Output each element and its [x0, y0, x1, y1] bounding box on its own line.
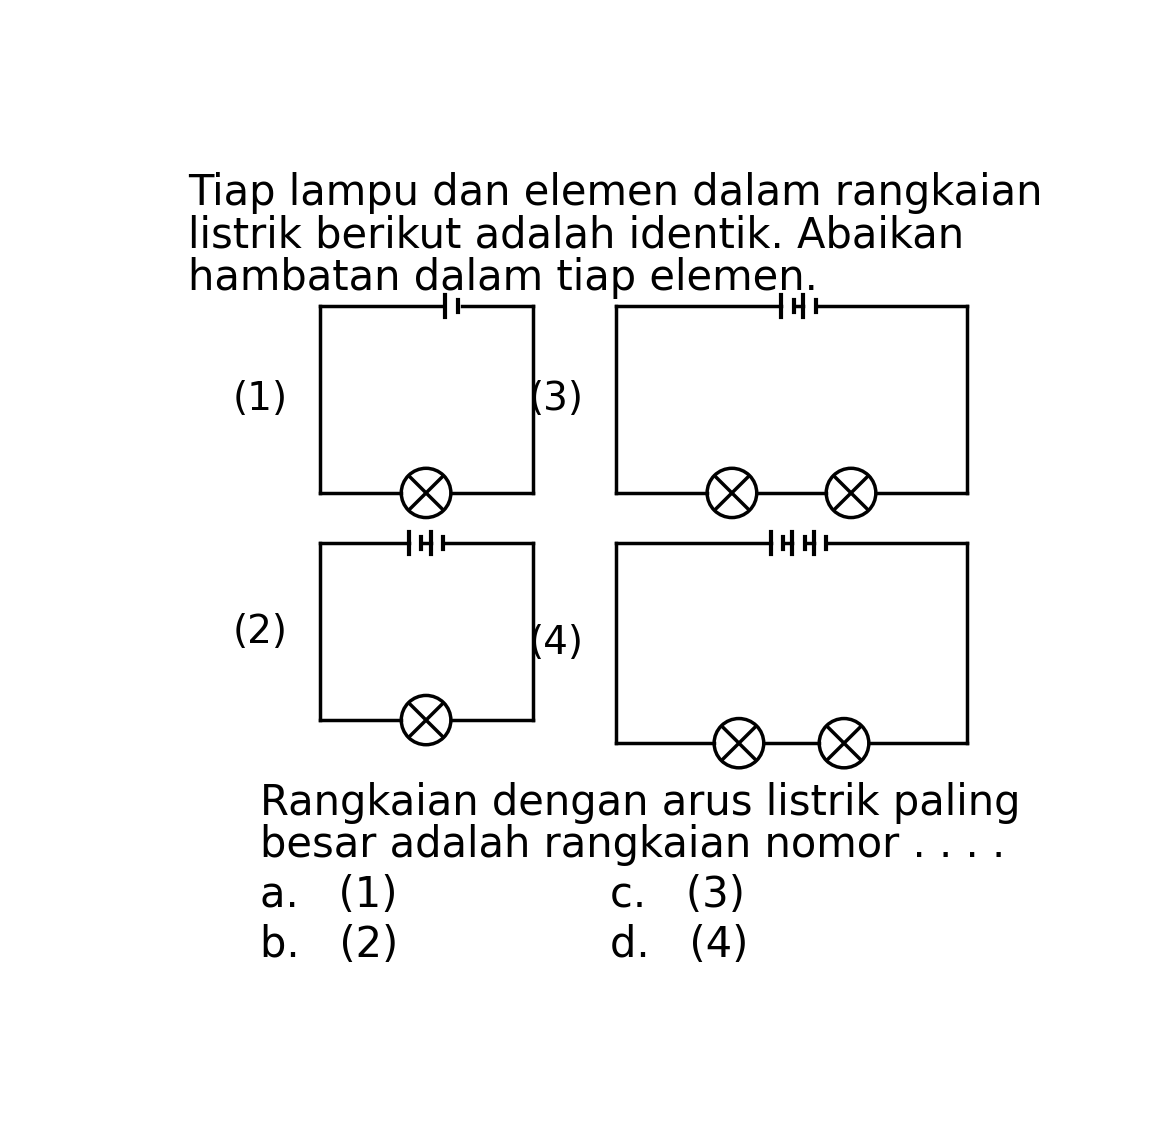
Text: (2): (2): [232, 613, 287, 651]
Text: a.   (1): a. (1): [260, 874, 397, 916]
Text: d.   (4): d. (4): [611, 924, 749, 967]
Text: listrik berikut adalah identik. Abaikan: listrik berikut adalah identik. Abaikan: [188, 215, 964, 256]
Text: besar adalah rangkaian nomor . . . .: besar adalah rangkaian nomor . . . .: [260, 824, 1005, 865]
Text: b.   (2): b. (2): [260, 924, 398, 967]
Text: hambatan dalam tiap elemen.: hambatan dalam tiap elemen.: [188, 256, 817, 299]
Text: Tiap lampu dan elemen dalam rangkaian: Tiap lampu dan elemen dalam rangkaian: [188, 172, 1043, 214]
Text: Rangkaian dengan arus listrik paling: Rangkaian dengan arus listrik paling: [260, 781, 1021, 824]
Text: (3): (3): [528, 380, 583, 418]
Text: (4): (4): [528, 624, 583, 662]
Text: (1): (1): [232, 380, 288, 418]
Text: c.   (3): c. (3): [611, 874, 745, 916]
